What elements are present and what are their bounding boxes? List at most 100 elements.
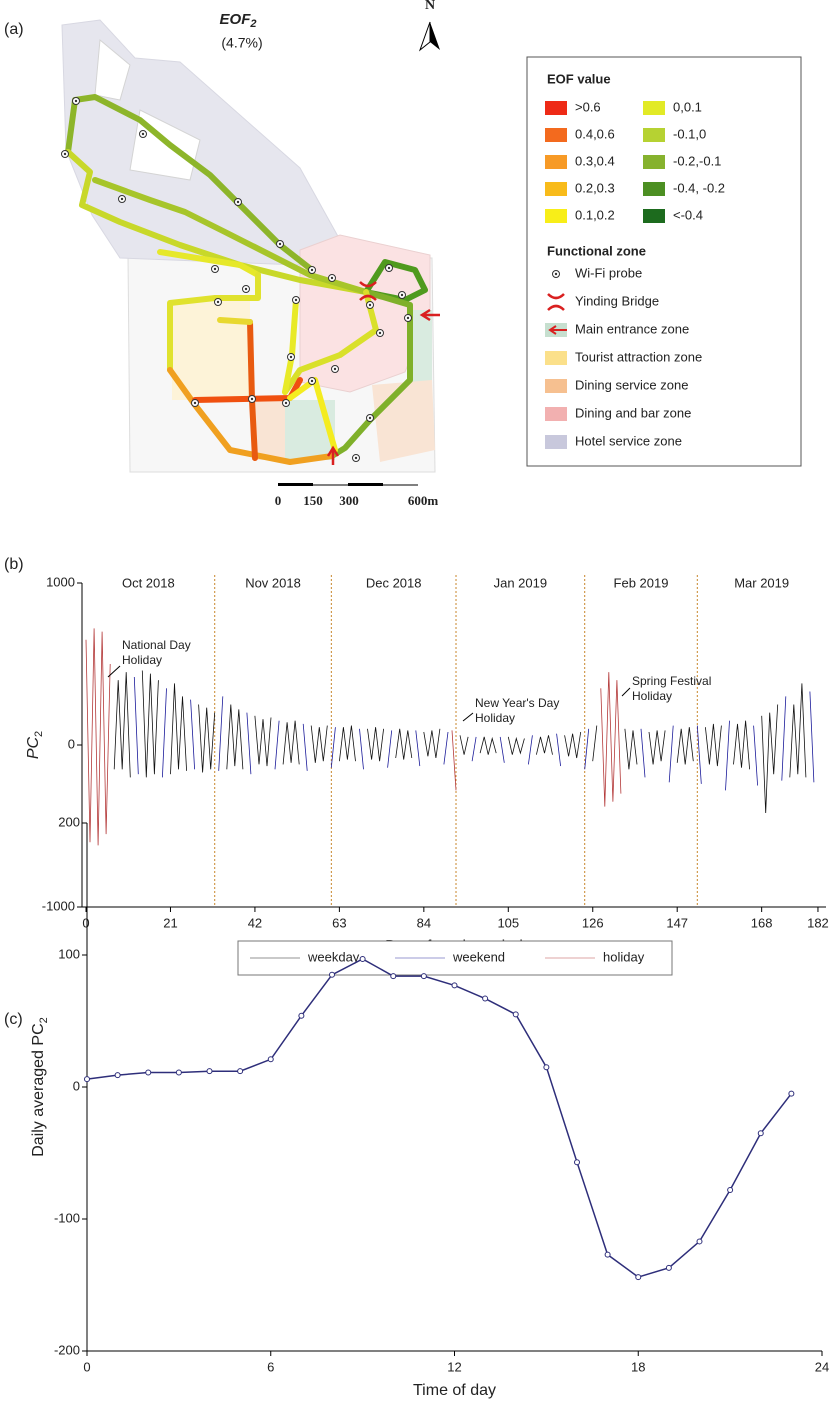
x-tick-label: 168 [751, 915, 773, 930]
wifi-probe-dot [330, 276, 334, 280]
wifi-probe-dot [216, 300, 220, 304]
legend-arrow [548, 325, 567, 335]
point [175, 1069, 182, 1076]
legend-swatch [643, 155, 665, 169]
legend-swatch [643, 209, 665, 223]
annotation: Holiday [122, 653, 162, 667]
map-title: EOF2 [220, 11, 257, 30]
wifi-probe-dot [141, 132, 145, 136]
annotation: Spring Festival [632, 674, 711, 688]
legend-swatch [545, 155, 567, 169]
point [114, 1072, 121, 1079]
legend-label: Tourist attraction zone [575, 349, 702, 364]
y-tick-label: 1000 [46, 574, 75, 589]
legend-label: Yinding Bridge [575, 293, 659, 308]
wifi-probe-dot [368, 416, 372, 420]
road [157, 249, 261, 278]
period-label: Nov 2018 [245, 575, 301, 590]
point [696, 1238, 703, 1245]
point [298, 1012, 305, 1019]
series-line [86, 958, 792, 1278]
legend-swatch [545, 407, 567, 421]
legend-label: Wi-Fi probe [575, 265, 642, 280]
point [390, 973, 397, 980]
wifi-probe-dot [368, 303, 372, 307]
period-label: Mar 2019 [734, 575, 789, 590]
x-tick-label: 0 [82, 915, 89, 930]
legend-swatch [545, 379, 567, 393]
point [145, 1069, 152, 1076]
legend-swatch [545, 128, 567, 142]
annotation: New Year's Day [475, 696, 559, 710]
legend-label: <-0.4 [673, 207, 703, 222]
legend-swatch [545, 209, 567, 223]
x-tick-label: 105 [497, 915, 519, 930]
point [512, 1011, 519, 1018]
scale-label: 300 [339, 493, 359, 508]
legend-label: Hotel service zone [575, 433, 682, 448]
y-tick-label: -100 [54, 1210, 80, 1225]
x-tick-label: 12 [447, 1359, 461, 1374]
map-subtitle: (4.7%) [221, 35, 262, 51]
wifi-probe-dot [244, 287, 248, 291]
scale-label: 0 [275, 493, 282, 508]
map-legend-box [526, 56, 802, 467]
x-tick-label: 21 [163, 915, 177, 930]
panel-label: (a) [4, 21, 24, 38]
point [757, 1130, 764, 1137]
series-line [113, 670, 807, 814]
legend-swatch [643, 182, 665, 196]
annotation: Holiday [475, 711, 515, 725]
y-axis-label: PC2 [25, 731, 45, 759]
annotation: National Day [122, 638, 191, 652]
x-tick-label: 24 [815, 1359, 829, 1374]
point [451, 982, 458, 989]
y-tick-label: -1000 [42, 898, 75, 913]
map [61, 19, 440, 486]
y-tick-label: 200 [58, 814, 80, 829]
legend-swatch [545, 351, 567, 365]
y-axis-label-text: Daily averaged PC [30, 1023, 47, 1156]
y-axis-label-sub: 2 [38, 1017, 50, 1023]
scale-label: 600m [408, 493, 439, 508]
y-axis-label-sub: 2 [33, 731, 45, 737]
period-label: Dec 2018 [366, 575, 422, 590]
wifi-probe-dot [310, 379, 314, 383]
point [604, 1251, 611, 1258]
wifi-probe-dot [378, 331, 382, 335]
point [727, 1186, 734, 1193]
x-tick-label: 6 [267, 1359, 274, 1374]
annotation-leader [621, 687, 631, 697]
x-tick-label: 42 [248, 915, 262, 930]
point [788, 1090, 795, 1097]
x-tick-label: 126 [582, 915, 604, 930]
y-tick-label: 100 [58, 946, 80, 961]
x-tick-label: 147 [666, 915, 688, 930]
legend-label: Dining service zone [575, 377, 688, 392]
legend-bridge [547, 293, 565, 311]
y-axis-label-text: PC [25, 737, 42, 760]
series-line [133, 676, 815, 791]
wifi-probe-dot [278, 242, 282, 246]
y-axis-label: Daily averaged PC2 [30, 1017, 50, 1157]
wifi-probe-dot [193, 401, 197, 405]
north-label: N [425, 0, 435, 13]
legend-label: 0.3,0.4 [575, 153, 615, 168]
annotation-leader [107, 665, 121, 678]
wifi-probe-dot [310, 268, 314, 272]
point [359, 955, 366, 962]
y-tick-label: -200 [54, 1342, 80, 1357]
period-label: Oct 2018 [122, 575, 175, 590]
legend-label: 0.2,0.3 [575, 180, 615, 195]
point [206, 1068, 213, 1075]
wifi-probe-dot [63, 152, 67, 156]
point [267, 1056, 274, 1063]
legend-swatch [545, 435, 567, 449]
legend-label: Main entrance zone [575, 321, 689, 336]
point [329, 971, 335, 978]
legend-label: -0.1,0 [673, 126, 706, 141]
entrance-zone [410, 310, 432, 385]
wifi-probe-dot [354, 456, 358, 460]
legend-swatch [545, 182, 567, 196]
